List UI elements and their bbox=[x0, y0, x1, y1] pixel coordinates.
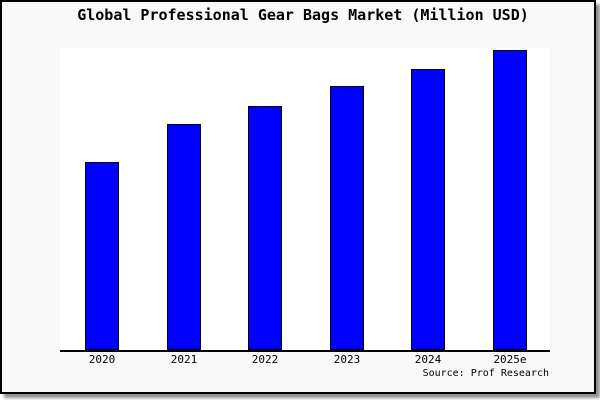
x-tick-label-2021: 2021 bbox=[170, 353, 198, 366]
x-axis-line bbox=[60, 350, 550, 352]
x-tick-label-2020: 2020 bbox=[88, 353, 116, 366]
chart-card: Global Professional Gear Bags Market (Mi… bbox=[0, 0, 596, 394]
bar-2020 bbox=[85, 162, 119, 350]
bar-2025e bbox=[493, 50, 527, 350]
bar-2021 bbox=[167, 124, 201, 350]
x-axis-labels: 2020 2021 2022 2023 2024 2025e bbox=[60, 353, 550, 367]
bar-2022 bbox=[248, 106, 282, 350]
chart-title: Global Professional Gear Bags Market (Mi… bbox=[77, 6, 529, 24]
bar-2023 bbox=[330, 86, 364, 350]
x-tick-label-2024: 2024 bbox=[414, 353, 442, 366]
source-note: Source: Prof Research bbox=[422, 368, 549, 379]
plot-area bbox=[60, 48, 550, 352]
x-tick-label-2025e: 2025e bbox=[493, 353, 527, 366]
x-tick-label-2023: 2023 bbox=[333, 353, 361, 366]
x-tick-label-2022: 2022 bbox=[251, 353, 279, 366]
bar-2024 bbox=[411, 69, 445, 350]
